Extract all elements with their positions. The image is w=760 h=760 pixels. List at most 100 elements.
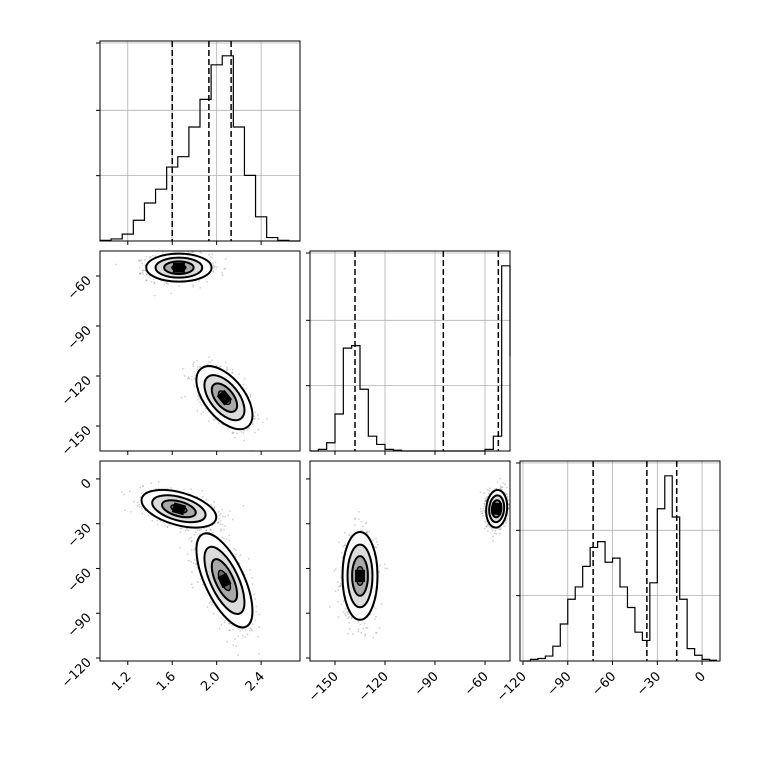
sample-point	[378, 627, 381, 629]
sample-point	[191, 539, 193, 542]
p1-vs-p2-panel: −60−90−120−150	[59, 244, 301, 459]
sample-point	[115, 263, 117, 266]
sample-point	[141, 507, 143, 510]
sample-point	[156, 524, 159, 526]
sample-point	[242, 432, 245, 434]
sample-point	[231, 624, 234, 627]
sample-point	[199, 578, 202, 580]
sample-point	[165, 282, 168, 285]
sample-point	[227, 428, 230, 430]
sample-point	[249, 569, 251, 571]
sample-point	[224, 361, 227, 364]
sample-point	[232, 431, 235, 433]
sample-point	[218, 627, 221, 630]
sample-point	[506, 495, 509, 498]
sample-point	[194, 559, 196, 561]
sample-point	[138, 259, 140, 261]
sample-point	[192, 284, 195, 287]
sample-point	[152, 278, 155, 281]
sample-point	[170, 487, 172, 489]
sample-point	[228, 629, 231, 632]
sample-point	[170, 292, 172, 295]
sample-point	[153, 282, 156, 284]
sample-point	[217, 510, 220, 513]
axes-frame	[519, 460, 721, 662]
histogram-step	[522, 475, 718, 662]
sample-point	[231, 372, 234, 374]
sample-point	[167, 283, 170, 285]
sample-point	[193, 377, 196, 380]
sample-point	[224, 257, 227, 260]
sample-point	[251, 623, 254, 626]
sample-point	[204, 244, 206, 246]
x-tick-label: 0	[692, 669, 708, 685]
sample-point	[339, 585, 342, 587]
sample-point	[151, 519, 154, 522]
sample-point	[179, 546, 181, 549]
axes-frame	[99, 250, 301, 452]
sample-point	[196, 368, 199, 371]
sample-point	[362, 627, 365, 630]
sample-point	[374, 545, 376, 548]
sample-point	[139, 260, 142, 262]
sample-point	[235, 549, 238, 551]
sample-point	[164, 524, 167, 527]
sample-point	[365, 521, 368, 524]
sample-point	[212, 267, 215, 269]
sample-point	[261, 421, 264, 424]
sample-point	[184, 529, 187, 532]
sample-point	[252, 593, 255, 596]
sample-point	[235, 553, 238, 556]
sample-point	[359, 623, 362, 626]
sample-point	[207, 363, 209, 366]
sample-point	[257, 428, 260, 431]
sample-point	[227, 514, 230, 517]
sample-point	[502, 482, 505, 484]
sample-point	[375, 537, 377, 540]
sample-point	[205, 529, 208, 532]
sample-point	[365, 627, 367, 629]
sample-point	[231, 432, 234, 435]
density-peak	[171, 502, 187, 516]
sample-point	[353, 517, 356, 520]
p2-marginal-panel	[306, 250, 511, 455]
sample-point	[237, 654, 240, 656]
sample-point	[249, 627, 252, 630]
sample-point	[231, 368, 234, 371]
sample-point	[221, 424, 224, 426]
density-mode	[140, 488, 218, 529]
sample-point	[217, 422, 220, 425]
sample-point	[266, 417, 269, 420]
sample-point	[180, 527, 183, 529]
sample-point	[357, 518, 360, 521]
sample-point	[380, 603, 383, 605]
sample-point	[139, 496, 142, 499]
sample-point	[208, 602, 211, 604]
sample-point	[246, 429, 249, 432]
sample-point	[251, 577, 254, 579]
sample-point	[246, 662, 248, 664]
sample-point	[138, 504, 141, 506]
sample-point	[231, 371, 234, 374]
sample-point	[229, 622, 232, 625]
sample-point	[225, 369, 228, 371]
sample-point	[213, 506, 216, 509]
sample-point	[188, 377, 191, 380]
sample-point	[386, 567, 389, 570]
sample-point	[376, 541, 378, 543]
x-tick-label: −90	[545, 669, 575, 699]
sample-point	[221, 508, 224, 511]
sample-point	[215, 364, 218, 367]
sample-point	[500, 486, 503, 489]
sample-point	[505, 493, 508, 495]
sample-point	[224, 619, 226, 622]
sample-point	[243, 378, 246, 380]
sample-point	[219, 365, 222, 368]
sample-point	[348, 534, 351, 537]
sample-point	[212, 612, 215, 615]
sample-point	[192, 363, 194, 365]
sample-point	[234, 638, 236, 640]
sample-point	[201, 489, 204, 492]
sample-point	[350, 617, 353, 620]
y-tick-label: −30	[65, 521, 95, 551]
